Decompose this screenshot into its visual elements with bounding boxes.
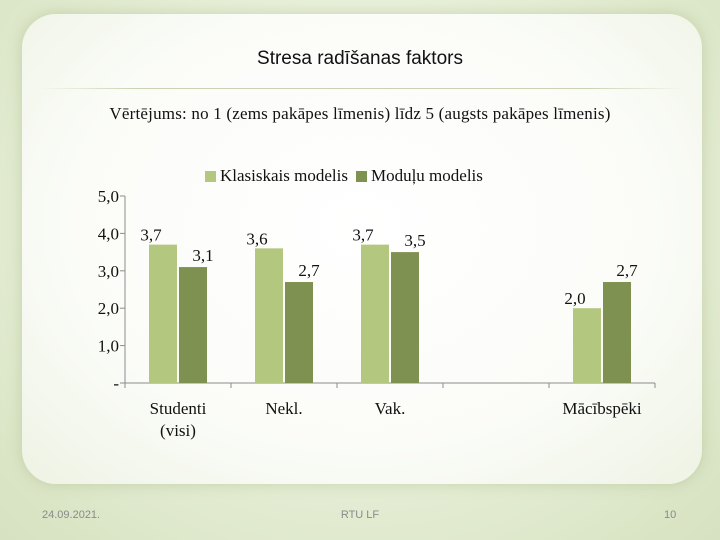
bar [391,252,419,383]
x-tick-label: Vak. [375,399,406,418]
x-tick-label: Mācībspēki [562,399,642,418]
chart-subtitle: Vērtējums: no 1 (zems pakāpes līmenis) l… [109,104,611,123]
data-label: 3,7 [352,226,374,245]
y-tick-label: 4,0 [98,224,119,243]
y-tick-label: - [113,374,119,393]
x-tick-label: Nekl. [265,399,302,418]
bar [361,244,389,383]
bar [149,244,177,383]
y-tick-label: 3,0 [98,262,119,281]
footer-center: RTU LF [340,509,380,521]
y-tick-label: 5,0 [98,187,119,206]
legend-swatch-series-1 [355,170,367,182]
bar [603,282,631,383]
data-label: 2,7 [298,261,320,280]
data-label: 3,6 [246,229,267,248]
bar [573,308,601,383]
bar [285,282,313,383]
legend-label-series-1: Moduļu modelis [370,166,483,185]
legend-item-series-0: Klasiskais modelis [205,166,348,186]
data-label: 2,0 [564,289,585,308]
title-divider [38,88,686,89]
data-label: 2,7 [616,261,638,280]
page-number: 10 [664,509,677,521]
chart-legend: Klasiskais modelis Moduļu modelis [205,166,491,186]
y-tick-label: 2,0 [98,299,119,318]
legend-swatch-series-0 [205,170,216,182]
data-label: 3,1 [192,246,213,265]
bar [255,248,283,383]
legend-item-series-1: Moduļu modelis [355,166,483,186]
x-tick-label: Studenti (visi) [150,399,207,440]
data-label: 3,7 [140,226,162,245]
slide-title: Stresa radīšanas faktors [257,48,463,69]
legend-label-series-0: Klasiskais modelis [220,166,348,185]
data-label: 3,5 [404,231,425,250]
y-tick-label: 1,0 [98,337,119,356]
bar [179,267,207,383]
footer-date: 24.09.2021. [42,509,101,521]
